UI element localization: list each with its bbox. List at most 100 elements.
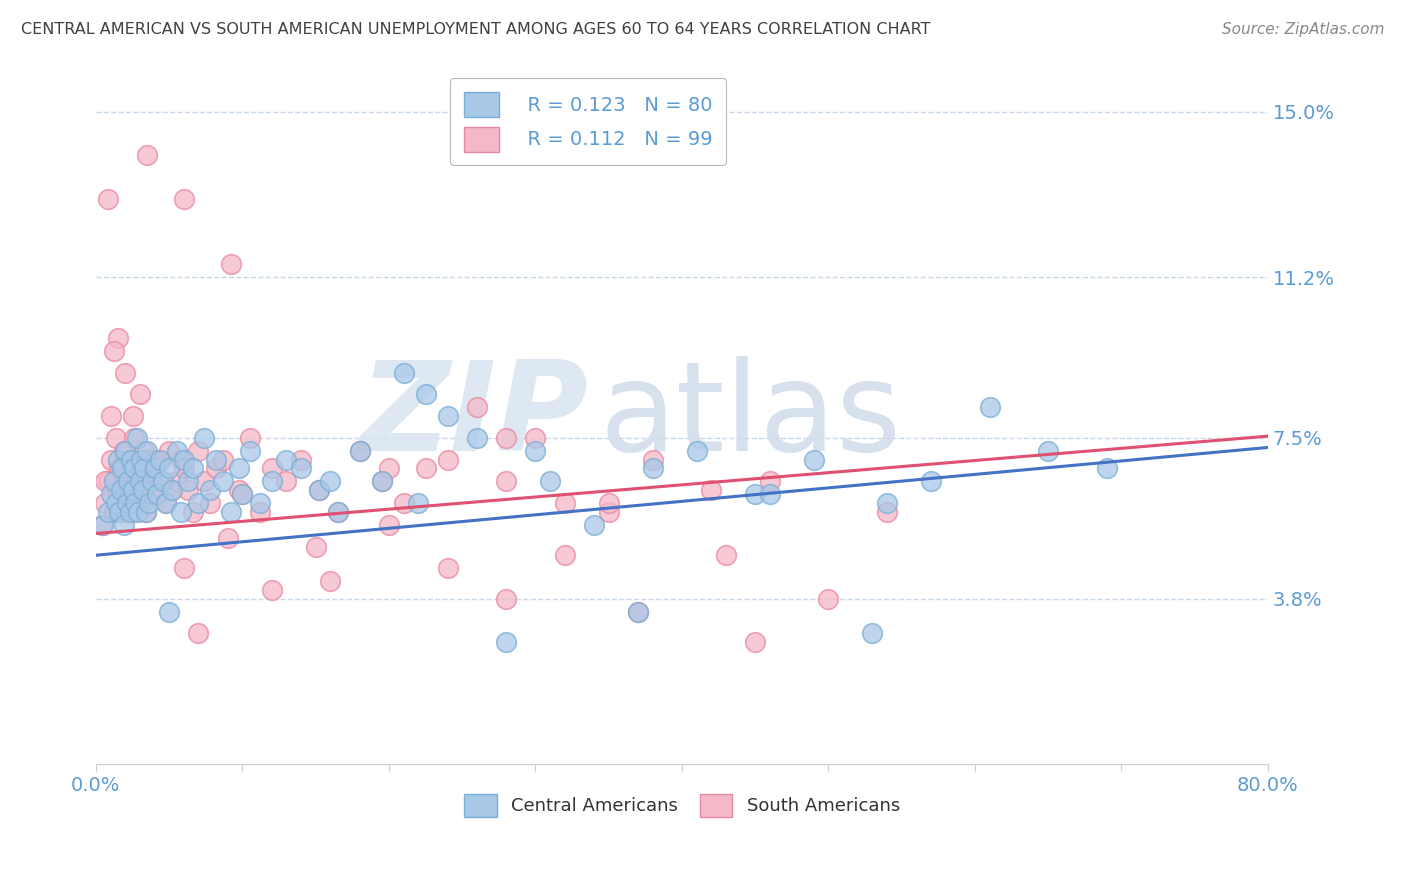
Point bbox=[127, 452, 149, 467]
Point bbox=[108, 461, 131, 475]
Point bbox=[103, 475, 125, 489]
Point bbox=[495, 635, 517, 649]
Point bbox=[141, 483, 163, 497]
Point bbox=[598, 496, 620, 510]
Point bbox=[524, 444, 547, 458]
Point bbox=[205, 461, 228, 475]
Point bbox=[160, 483, 183, 497]
Point bbox=[524, 431, 547, 445]
Point bbox=[685, 444, 707, 458]
Point bbox=[249, 496, 271, 510]
Point bbox=[177, 475, 200, 489]
Point bbox=[205, 452, 228, 467]
Point bbox=[249, 505, 271, 519]
Point bbox=[219, 505, 242, 519]
Point bbox=[107, 452, 129, 467]
Point bbox=[121, 505, 143, 519]
Point bbox=[121, 483, 143, 497]
Point bbox=[110, 483, 132, 497]
Point bbox=[131, 452, 153, 467]
Point bbox=[170, 505, 193, 519]
Point bbox=[319, 574, 342, 589]
Point bbox=[103, 505, 125, 519]
Point bbox=[143, 461, 166, 475]
Point bbox=[111, 461, 134, 475]
Point bbox=[173, 452, 195, 467]
Point bbox=[436, 452, 458, 467]
Point bbox=[920, 475, 942, 489]
Point bbox=[181, 505, 204, 519]
Point bbox=[173, 461, 195, 475]
Point bbox=[166, 475, 188, 489]
Point bbox=[436, 561, 458, 575]
Point bbox=[120, 461, 142, 475]
Point bbox=[97, 192, 120, 206]
Point bbox=[135, 505, 157, 519]
Point bbox=[141, 475, 163, 489]
Point bbox=[228, 483, 250, 497]
Point bbox=[160, 483, 183, 497]
Point bbox=[122, 461, 145, 475]
Point bbox=[239, 431, 262, 445]
Legend: Central Americans, South Americans: Central Americans, South Americans bbox=[457, 787, 907, 824]
Point bbox=[97, 505, 120, 519]
Point bbox=[370, 475, 392, 489]
Point bbox=[627, 605, 650, 619]
Point bbox=[105, 431, 128, 445]
Point bbox=[198, 483, 221, 497]
Point bbox=[495, 591, 517, 606]
Point bbox=[538, 475, 561, 489]
Point bbox=[128, 475, 150, 489]
Point bbox=[134, 461, 156, 475]
Point bbox=[1036, 444, 1059, 458]
Point bbox=[112, 517, 135, 532]
Point bbox=[231, 487, 253, 501]
Point bbox=[392, 496, 415, 510]
Point bbox=[876, 505, 898, 519]
Point bbox=[406, 496, 429, 510]
Point bbox=[554, 548, 576, 562]
Point bbox=[378, 517, 401, 532]
Point bbox=[118, 483, 141, 497]
Point bbox=[157, 444, 180, 458]
Point bbox=[436, 409, 458, 424]
Point bbox=[138, 496, 160, 510]
Point bbox=[132, 483, 155, 497]
Point bbox=[146, 487, 169, 501]
Point bbox=[187, 444, 209, 458]
Point bbox=[135, 505, 157, 519]
Point bbox=[121, 409, 143, 424]
Point bbox=[415, 461, 437, 475]
Point bbox=[627, 605, 650, 619]
Point bbox=[125, 431, 148, 445]
Point bbox=[598, 505, 620, 519]
Point bbox=[108, 505, 131, 519]
Point bbox=[495, 431, 517, 445]
Point bbox=[103, 343, 125, 358]
Point bbox=[110, 483, 132, 497]
Point bbox=[198, 496, 221, 510]
Point bbox=[759, 475, 782, 489]
Point bbox=[122, 431, 145, 445]
Point bbox=[217, 531, 239, 545]
Point bbox=[181, 461, 204, 475]
Point bbox=[177, 483, 200, 497]
Point bbox=[100, 487, 122, 501]
Point bbox=[326, 505, 349, 519]
Point bbox=[170, 452, 193, 467]
Point bbox=[100, 409, 122, 424]
Point bbox=[155, 496, 177, 510]
Point bbox=[143, 461, 166, 475]
Point bbox=[124, 496, 146, 510]
Point bbox=[112, 444, 135, 458]
Point bbox=[979, 401, 1001, 415]
Point bbox=[465, 401, 488, 415]
Point bbox=[641, 461, 664, 475]
Point bbox=[239, 444, 262, 458]
Point bbox=[143, 452, 166, 467]
Point bbox=[152, 475, 174, 489]
Point bbox=[166, 444, 188, 458]
Point bbox=[260, 582, 283, 597]
Point bbox=[305, 540, 328, 554]
Point bbox=[132, 496, 155, 510]
